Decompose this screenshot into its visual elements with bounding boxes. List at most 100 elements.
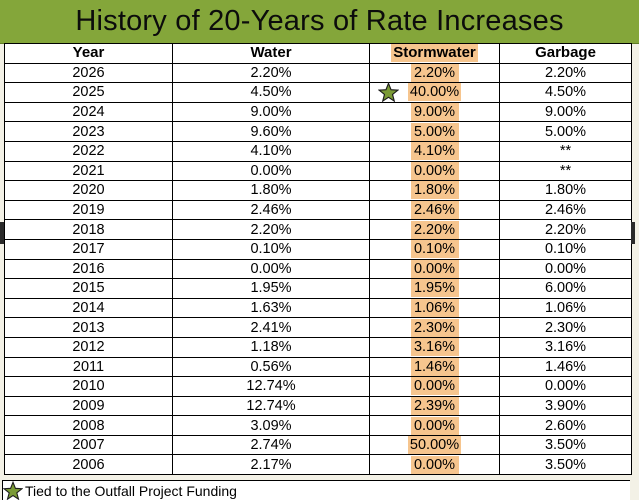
stormwater-value-wrap: 2.46% [410,201,459,220]
table-row: 2023 9.60% 5.00% 5.00% [4,121,632,142]
right-edge-marker [631,222,635,244]
table-row: 2008 3.09% 0.00% 2.60% [4,415,632,436]
cell-stormwater: 0.00% [369,258,500,280]
cell-water: 1.95% [172,278,370,299]
star-icon [377,82,399,103]
cell-water: 9.00% [172,101,370,123]
cell-water: 12.74% [172,395,370,417]
footnote-text: Tied to the Outfall Project Funding [25,483,237,499]
cell-garbage: 6.00% [499,278,632,299]
stormwater-value-wrap: 4.10% [410,142,459,161]
cell-water: 0.00% [172,160,370,182]
cell-garbage: 4.50% [499,82,632,103]
table-row: 2022 4.10% 4.10% ** [4,140,632,162]
cell-water: 3.09% [172,415,370,436]
cell-year: 2023 [4,121,173,142]
cell-water: 0.10% [172,238,370,260]
stormwater-value: 1.80% [410,181,459,200]
stormwater-value: 2.20% [410,220,459,239]
table-row: 2021 0.00% 0.00% ** [4,160,632,182]
cell-garbage: 2.20% [499,219,632,240]
cell-water: 0.56% [172,356,370,378]
page-title: History of 20-Years of Rate Increases [75,5,564,37]
stormwater-value-wrap: 0.00% [410,416,459,435]
stormwater-value: 0.00% [410,455,459,474]
stormwater-value-wrap: 1.80% [410,181,459,200]
cell-water: 1.80% [172,180,370,201]
cell-stormwater: 2.30% [369,317,500,338]
stormwater-value: 4.10% [410,142,459,161]
cell-year: 2006 [4,454,173,476]
stormwater-value: 2.46% [410,201,459,220]
cell-garbage: 1.06% [499,297,632,319]
cell-stormwater: 0.00% [369,376,500,397]
table-row: 2009 12.74% 2.39% 3.90% [4,395,632,417]
stormwater-value: 0.00% [410,161,459,180]
cell-stormwater: 0.00% [369,415,500,436]
stormwater-value-wrap: 2.20% [410,220,459,239]
stormwater-value-wrap: 2.20% [410,63,459,82]
cell-stormwater: 2.39% [369,395,500,417]
cell-garbage: 9.00% [499,101,632,123]
table-row: 2025 4.50% 40.00% 4.50% [4,82,632,103]
stormwater-value: 3.16% [410,338,459,357]
stormwater-value-wrap: 3.16% [410,338,459,357]
table-row: 2026 2.20% 2.20% 2.20% [4,62,632,84]
cell-stormwater: 2.20% [369,62,500,84]
cell-year: 2007 [4,434,173,456]
cell-year: 2012 [4,336,173,358]
table-row: 2020 1.80% 1.80% 1.80% [4,180,632,201]
table-row: 2006 2.17% 0.00% 3.50% [4,454,632,476]
stormwater-value: 50.00% [407,436,462,455]
cell-year: 2019 [4,199,173,221]
cell-stormwater: 2.20% [369,219,500,240]
table-row: 2019 2.46% 2.46% 2.46% [4,199,632,221]
stormwater-value-wrap: 9.00% [410,103,459,122]
cell-stormwater: 4.10% [369,140,500,162]
stormwater-value: 0.10% [410,240,459,259]
cell-year: 2025 [4,82,173,103]
cell-year: 2024 [4,101,173,123]
cell-year: 2010 [4,376,173,397]
stormwater-value-wrap: 40.00% [377,82,462,103]
stormwater-value-wrap: 0.00% [410,259,459,278]
cell-stormwater: 0.00% [369,160,500,182]
table-body: 2026 2.20% 2.20% 2.20% 2025 4.50% 40.00% 4.50% 2… [4,62,632,476]
stormwater-value-wrap: 0.10% [410,240,459,259]
star-icon [3,481,23,500]
footnote: Tied to the Outfall Project Funding [2,480,243,500]
stormwater-value: 0.00% [410,259,459,278]
cell-stormwater: 0.10% [369,238,500,260]
left-edge-marker [0,222,4,244]
cell-year: 2021 [4,160,173,182]
stormwater-value: 2.30% [410,318,459,337]
cell-garbage: ** [499,160,632,182]
cell-water: 0.00% [172,258,370,280]
table-header-row: Year Water Stormwater Garbage [4,43,632,64]
table-row: 2016 0.00% 0.00% 0.00% [4,258,632,280]
header-garbage: Garbage [499,43,632,64]
stormwater-value-wrap: 0.00% [410,161,459,180]
cell-garbage: 1.46% [499,356,632,378]
table-row: 2024 9.00% 9.00% 9.00% [4,101,632,123]
table-row: 2007 2.74% 50.00% 3.50% [4,434,632,456]
stormwater-value-wrap: 1.06% [410,299,459,318]
cell-stormwater: 5.00% [369,121,500,142]
cell-stormwater: 1.80% [369,180,500,201]
table-row: 2014 1.63% 1.06% 1.06% [4,297,632,319]
cell-water: 9.60% [172,121,370,142]
cell-stormwater: 2.46% [369,199,500,221]
cell-water: 2.17% [172,454,370,476]
cell-garbage: 2.46% [499,199,632,221]
cell-year: 2016 [4,258,173,280]
cell-stormwater: 1.95% [369,278,500,299]
cell-garbage: 5.00% [499,121,632,142]
stormwater-value: 1.46% [410,357,459,376]
cell-water: 2.20% [172,62,370,84]
cell-garbage: ** [499,140,632,162]
cell-year: 2015 [4,278,173,299]
cell-garbage: 0.10% [499,238,632,260]
cell-stormwater: 50.00% [369,434,500,456]
stormwater-value-wrap: 50.00% [407,436,462,455]
